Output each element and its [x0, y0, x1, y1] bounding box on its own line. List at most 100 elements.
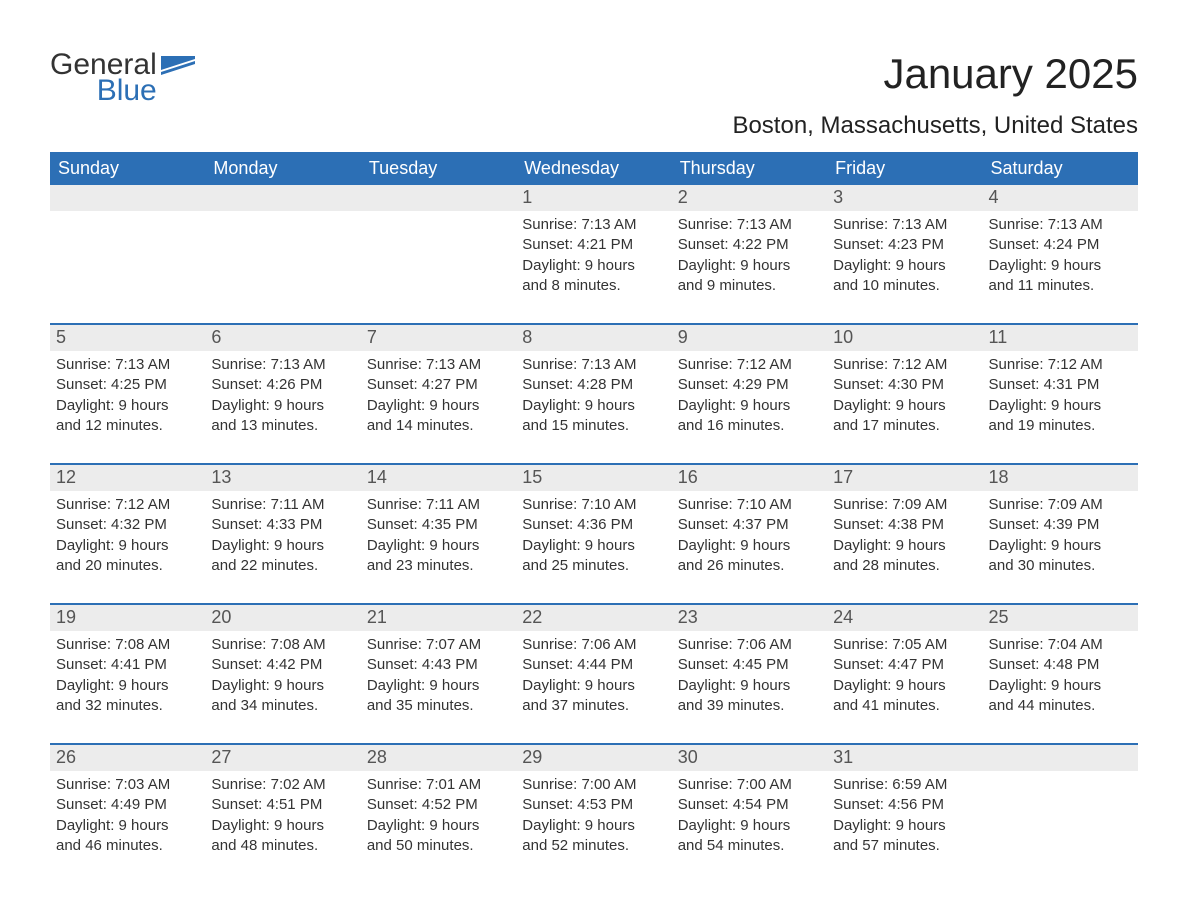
day-details: Sunrise: 7:13 AMSunset: 4:22 PMDaylight:…	[672, 211, 827, 306]
daylight-text-1: Daylight: 9 hours	[367, 816, 510, 836]
weekday-header: Thursday	[672, 152, 827, 185]
sunset-text: Sunset: 4:41 PM	[56, 655, 199, 675]
daylight-text-2: and 26 minutes.	[678, 556, 821, 576]
calendar-day: 19Sunrise: 7:08 AMSunset: 4:41 PMDayligh…	[50, 605, 205, 743]
calendar-day	[361, 185, 516, 323]
day-number: 25	[983, 605, 1138, 631]
day-details: Sunrise: 7:12 AMSunset: 4:32 PMDaylight:…	[50, 491, 205, 586]
day-details: Sunrise: 7:09 AMSunset: 4:39 PMDaylight:…	[983, 491, 1138, 586]
day-number: 27	[205, 745, 360, 771]
sunset-text: Sunset: 4:26 PM	[211, 375, 354, 395]
daylight-text-1: Daylight: 9 hours	[367, 676, 510, 696]
weekday-header: Wednesday	[516, 152, 671, 185]
daylight-text-1: Daylight: 9 hours	[522, 536, 665, 556]
sunrise-text: Sunrise: 7:08 AM	[211, 635, 354, 655]
calendar-day: 29Sunrise: 7:00 AMSunset: 4:53 PMDayligh…	[516, 745, 671, 883]
daylight-text-1: Daylight: 9 hours	[989, 676, 1132, 696]
day-details: Sunrise: 7:10 AMSunset: 4:36 PMDaylight:…	[516, 491, 671, 586]
daylight-text-2: and 32 minutes.	[56, 696, 199, 716]
daylight-text-2: and 16 minutes.	[678, 416, 821, 436]
sunrise-text: Sunrise: 7:12 AM	[833, 355, 976, 375]
daylight-text-1: Daylight: 9 hours	[833, 676, 976, 696]
sunrise-text: Sunrise: 7:07 AM	[367, 635, 510, 655]
day-details: Sunrise: 7:13 AMSunset: 4:25 PMDaylight:…	[50, 351, 205, 446]
sunrise-text: Sunrise: 7:00 AM	[678, 775, 821, 795]
daylight-text-1: Daylight: 9 hours	[522, 396, 665, 416]
day-details: Sunrise: 7:05 AMSunset: 4:47 PMDaylight:…	[827, 631, 982, 726]
sunset-text: Sunset: 4:31 PM	[989, 375, 1132, 395]
sunset-text: Sunset: 4:54 PM	[678, 795, 821, 815]
daylight-text-2: and 37 minutes.	[522, 696, 665, 716]
location-subtitle: Boston, Massachusetts, United States	[50, 112, 1138, 140]
sunrise-text: Sunrise: 7:01 AM	[367, 775, 510, 795]
day-details	[205, 211, 360, 225]
day-number: 26	[50, 745, 205, 771]
daylight-text-1: Daylight: 9 hours	[678, 536, 821, 556]
sunrise-text: Sunrise: 7:13 AM	[522, 215, 665, 235]
sunset-text: Sunset: 4:45 PM	[678, 655, 821, 675]
sunrise-text: Sunrise: 7:00 AM	[522, 775, 665, 795]
weekday-header: Tuesday	[361, 152, 516, 185]
daylight-text-2: and 12 minutes.	[56, 416, 199, 436]
day-details: Sunrise: 7:13 AMSunset: 4:26 PMDaylight:…	[205, 351, 360, 446]
sunset-text: Sunset: 4:49 PM	[56, 795, 199, 815]
daylight-text-1: Daylight: 9 hours	[367, 536, 510, 556]
daylight-text-2: and 22 minutes.	[211, 556, 354, 576]
sunset-text: Sunset: 4:30 PM	[833, 375, 976, 395]
day-number: 24	[827, 605, 982, 631]
calendar-day: 17Sunrise: 7:09 AMSunset: 4:38 PMDayligh…	[827, 465, 982, 603]
day-details: Sunrise: 7:13 AMSunset: 4:24 PMDaylight:…	[983, 211, 1138, 306]
day-number	[983, 745, 1138, 771]
sunrise-text: Sunrise: 7:06 AM	[678, 635, 821, 655]
calendar-day: 24Sunrise: 7:05 AMSunset: 4:47 PMDayligh…	[827, 605, 982, 743]
daylight-text-2: and 8 minutes.	[522, 276, 665, 296]
daylight-text-2: and 50 minutes.	[367, 836, 510, 856]
calendar-day: 6Sunrise: 7:13 AMSunset: 4:26 PMDaylight…	[205, 325, 360, 463]
calendar-day: 15Sunrise: 7:10 AMSunset: 4:36 PMDayligh…	[516, 465, 671, 603]
day-number: 19	[50, 605, 205, 631]
daylight-text-1: Daylight: 9 hours	[678, 256, 821, 276]
sunset-text: Sunset: 4:38 PM	[833, 515, 976, 535]
sunset-text: Sunset: 4:47 PM	[833, 655, 976, 675]
day-details: Sunrise: 7:06 AMSunset: 4:45 PMDaylight:…	[672, 631, 827, 726]
sunset-text: Sunset: 4:39 PM	[989, 515, 1132, 535]
daylight-text-1: Daylight: 9 hours	[678, 676, 821, 696]
weekday-header-row: SundayMondayTuesdayWednesdayThursdayFrid…	[50, 152, 1138, 185]
day-number: 13	[205, 465, 360, 491]
sunrise-text: Sunrise: 7:13 AM	[56, 355, 199, 375]
daylight-text-2: and 54 minutes.	[678, 836, 821, 856]
daylight-text-2: and 20 minutes.	[56, 556, 199, 576]
day-details: Sunrise: 7:07 AMSunset: 4:43 PMDaylight:…	[361, 631, 516, 726]
daylight-text-2: and 46 minutes.	[56, 836, 199, 856]
sunset-text: Sunset: 4:25 PM	[56, 375, 199, 395]
daylight-text-2: and 17 minutes.	[833, 416, 976, 436]
calendar-day: 21Sunrise: 7:07 AMSunset: 4:43 PMDayligh…	[361, 605, 516, 743]
sunset-text: Sunset: 4:43 PM	[367, 655, 510, 675]
calendar-day: 20Sunrise: 7:08 AMSunset: 4:42 PMDayligh…	[205, 605, 360, 743]
day-number: 7	[361, 325, 516, 351]
daylight-text-1: Daylight: 9 hours	[833, 396, 976, 416]
day-details: Sunrise: 7:03 AMSunset: 4:49 PMDaylight:…	[50, 771, 205, 866]
calendar-day: 14Sunrise: 7:11 AMSunset: 4:35 PMDayligh…	[361, 465, 516, 603]
sunrise-text: Sunrise: 6:59 AM	[833, 775, 976, 795]
daylight-text-2: and 13 minutes.	[211, 416, 354, 436]
day-number: 11	[983, 325, 1138, 351]
day-details	[50, 211, 205, 225]
day-number: 1	[516, 185, 671, 211]
day-number: 9	[672, 325, 827, 351]
sunrise-text: Sunrise: 7:13 AM	[833, 215, 976, 235]
daylight-text-2: and 41 minutes.	[833, 696, 976, 716]
daylight-text-2: and 10 minutes.	[833, 276, 976, 296]
sunset-text: Sunset: 4:53 PM	[522, 795, 665, 815]
sunset-text: Sunset: 4:32 PM	[56, 515, 199, 535]
daylight-text-2: and 30 minutes.	[989, 556, 1132, 576]
daylight-text-1: Daylight: 9 hours	[56, 816, 199, 836]
daylight-text-1: Daylight: 9 hours	[989, 256, 1132, 276]
calendar-week: 19 Sunrise: 7:08 AM Sunset: 4:41 PM Dayligh…	[50, 603, 1138, 743]
calendar-day: 30Sunrise: 7:00 AMSunset: 4:54 PMDayligh…	[672, 745, 827, 883]
daylight-text-2: and 52 minutes.	[522, 836, 665, 856]
calendar-day	[50, 185, 205, 323]
sunset-text: Sunset: 4:29 PM	[678, 375, 821, 395]
day-number: 2	[672, 185, 827, 211]
calendar-day: 5Sunrise: 7:13 AMSunset: 4:25 PMDaylight…	[50, 325, 205, 463]
